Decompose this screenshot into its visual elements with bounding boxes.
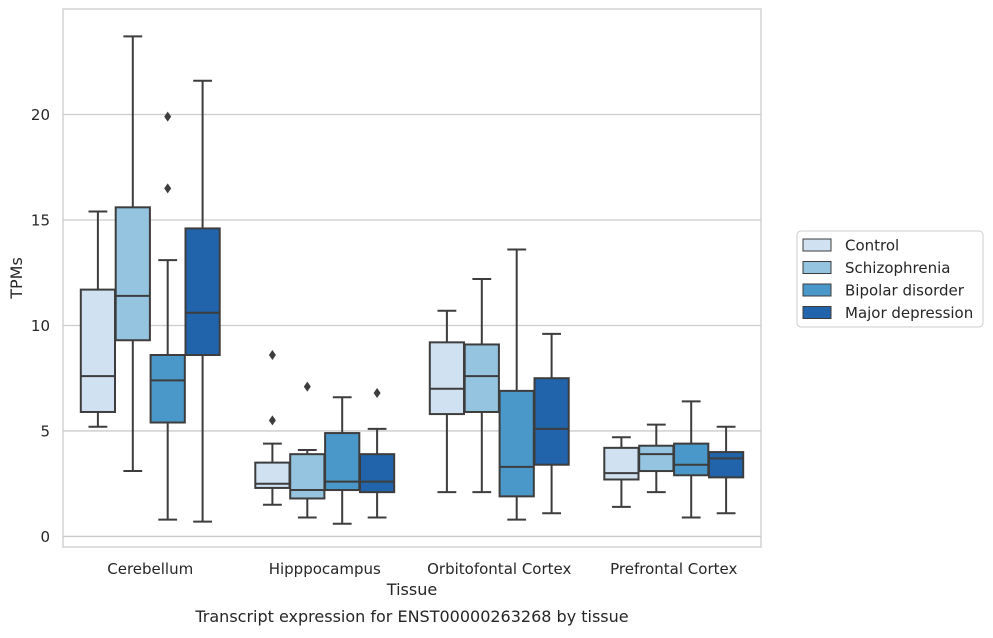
x-tick-label: Cerebellum — [107, 560, 193, 578]
box-iqr — [603, 446, 640, 481]
y-tick-label: 20 — [31, 106, 50, 124]
legend-label: Bipolar disorder — [845, 282, 965, 300]
box-group — [707, 425, 745, 515]
box-group — [463, 278, 500, 494]
x-tick-labels: Cerebellum Hipppocampus Orbitofontal Corte… — [107, 560, 737, 578]
outlier-point — [268, 350, 276, 361]
box-iqr — [638, 444, 675, 473]
y-tick-label: 10 — [31, 317, 50, 335]
y-tick-label: 15 — [31, 211, 50, 229]
box-group — [254, 350, 291, 506]
legend-label: Schizophrenia — [845, 259, 950, 277]
box-group — [673, 400, 710, 519]
legend-swatch — [802, 261, 832, 274]
legend-swatch — [802, 306, 832, 319]
boxes — [79, 35, 745, 525]
box-group — [603, 436, 640, 508]
box-group — [358, 387, 396, 519]
outlier-point — [164, 111, 172, 122]
box-group — [149, 111, 186, 521]
box-iqr — [673, 442, 710, 477]
x-tick-label: Hipppocampus — [269, 560, 381, 578]
box-iqr — [533, 377, 570, 466]
box-iqr — [498, 389, 535, 498]
legend-frame — [796, 230, 984, 328]
box-group — [289, 381, 326, 519]
legend-label: Control — [845, 237, 899, 255]
x-tick-label: Prefrontal Cortex — [610, 560, 737, 578]
x-axis-label: Tissue — [386, 580, 437, 599]
box-iqr — [114, 206, 151, 342]
box-group — [79, 210, 117, 428]
box-iqr — [289, 453, 326, 500]
y-tick-label: 0 — [40, 528, 50, 546]
x-tick-label: Orbitofontal Cortex — [427, 560, 571, 578]
plot-area-frame — [62, 8, 762, 548]
box-iqr — [463, 343, 500, 413]
y-axis-label: TPMs — [7, 257, 26, 300]
legend-label: Major depression — [845, 304, 973, 322]
box-iqr — [79, 288, 117, 413]
legend: Control Schizophrenia Bipolar disorder Majo… — [796, 230, 984, 328]
outlier-point — [164, 183, 172, 194]
outlier-point — [373, 387, 381, 398]
box-iqr — [358, 453, 396, 494]
box-group — [533, 332, 570, 515]
box-group — [428, 309, 466, 494]
y-tick-labels: 0 5 10 15 20 — [31, 106, 50, 546]
box-group — [114, 35, 151, 473]
chart-title: Transcript expression for ENST0000026326… — [194, 607, 628, 626]
outlier-point — [303, 381, 311, 392]
box-iqr — [184, 227, 221, 357]
legend-swatch — [802, 238, 832, 252]
outlier-point — [268, 415, 276, 426]
box-group — [184, 79, 221, 523]
gridlines — [63, 113, 761, 538]
y-tick-label: 5 — [40, 422, 50, 440]
box-iqr — [149, 354, 186, 424]
box-iqr — [428, 341, 466, 416]
box-group — [638, 423, 675, 494]
box-iqr — [707, 451, 745, 479]
legend-swatch — [802, 283, 832, 297]
